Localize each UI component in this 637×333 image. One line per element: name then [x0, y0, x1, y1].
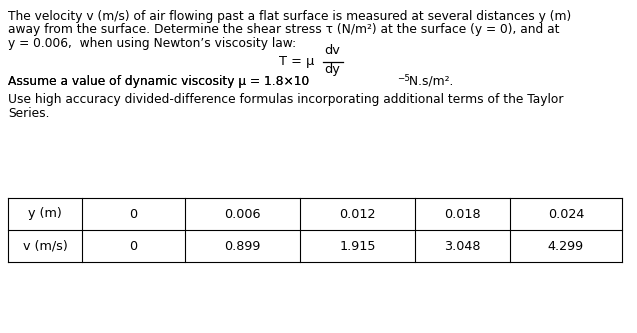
- Text: dv: dv: [325, 44, 340, 57]
- Text: v (m/s): v (m/s): [23, 239, 68, 252]
- Text: 0.012: 0.012: [340, 207, 376, 220]
- Text: Assume a value of dynamic viscosity μ = 1.8×10: Assume a value of dynamic viscosity μ = …: [8, 75, 309, 88]
- Text: T = μ: T = μ: [279, 56, 315, 69]
- Text: 0.006: 0.006: [224, 207, 261, 220]
- Text: −5: −5: [397, 74, 410, 83]
- Text: y = 0.006,  when using Newton’s viscosity law:: y = 0.006, when using Newton’s viscosity…: [8, 37, 296, 50]
- Text: y (m): y (m): [28, 207, 62, 220]
- Text: 3.048: 3.048: [444, 239, 481, 252]
- Text: 0.018: 0.018: [444, 207, 481, 220]
- Text: 0.024: 0.024: [548, 207, 584, 220]
- Text: 0: 0: [129, 239, 138, 252]
- Text: 0.899: 0.899: [224, 239, 261, 252]
- Text: The velocity v (m/s) of air flowing past a flat surface is measured at several d: The velocity v (m/s) of air flowing past…: [8, 10, 571, 23]
- Text: N.s/m².: N.s/m².: [404, 75, 453, 88]
- Text: 0: 0: [129, 207, 138, 220]
- Text: Assume a value of dynamic viscosity μ = 1.8×10: Assume a value of dynamic viscosity μ = …: [8, 75, 309, 88]
- Text: Use high accuracy divided-difference formulas incorporating additional terms of : Use high accuracy divided-difference for…: [8, 94, 564, 107]
- Text: 4.299: 4.299: [548, 239, 584, 252]
- Text: Series.: Series.: [8, 107, 50, 120]
- Text: away from the surface. Determine the shear stress τ (N/m²) at the surface (y = 0: away from the surface. Determine the she…: [8, 24, 559, 37]
- Text: dy: dy: [325, 64, 340, 77]
- Text: 1.915: 1.915: [340, 239, 376, 252]
